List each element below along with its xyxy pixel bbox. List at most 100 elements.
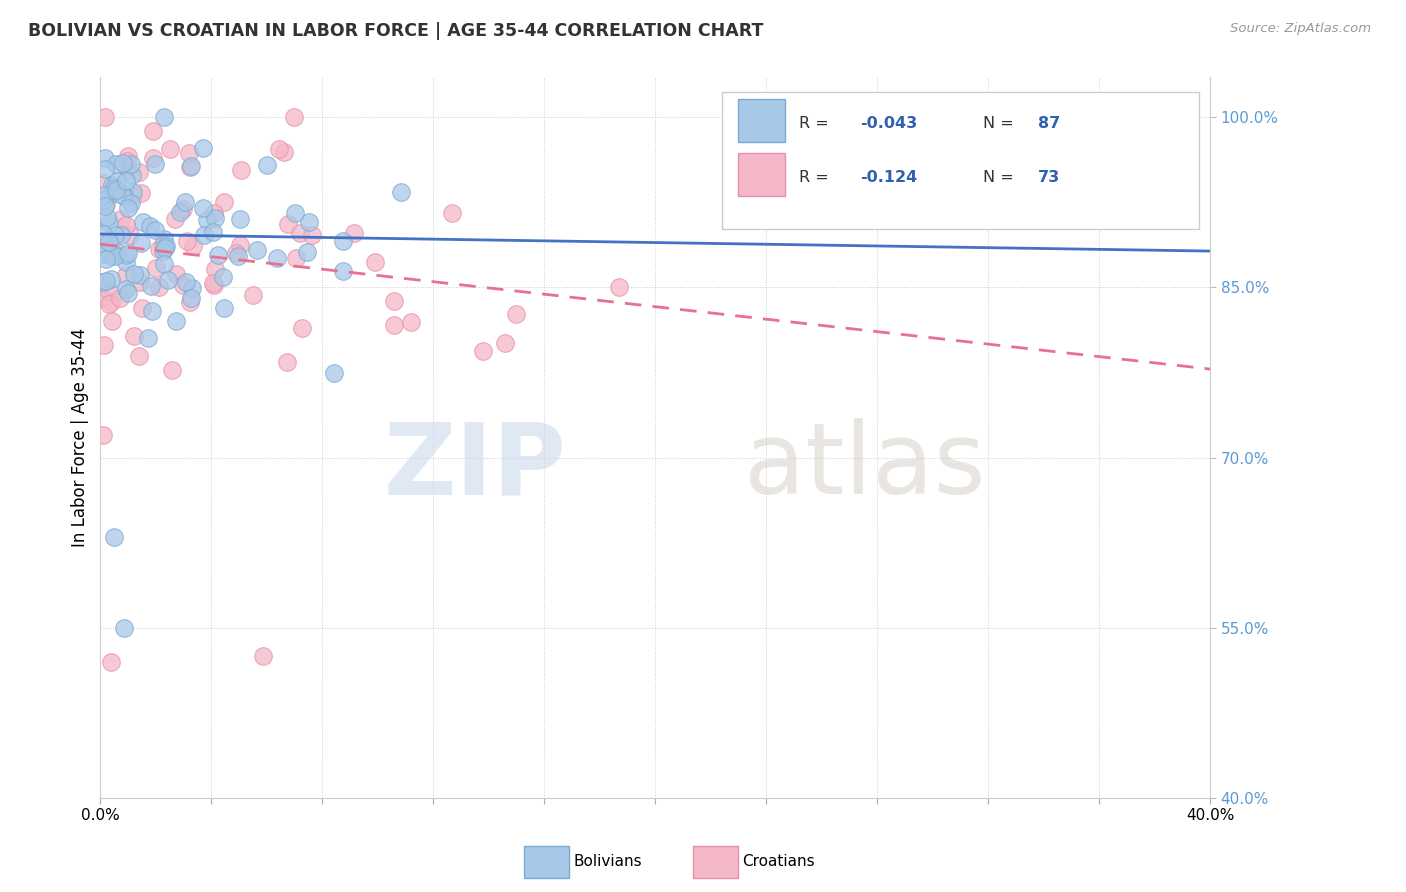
Point bbox=[252, 649, 274, 664]
Point bbox=[114, 254, 136, 268]
Point bbox=[104, 157, 127, 171]
Point bbox=[91, 176, 114, 190]
Text: R =: R = bbox=[800, 116, 834, 131]
Point bbox=[343, 226, 366, 240]
Point bbox=[298, 215, 321, 229]
Point bbox=[131, 214, 153, 228]
Point bbox=[98, 284, 121, 298]
Point bbox=[100, 249, 122, 263]
Text: N =: N = bbox=[983, 116, 1018, 131]
Point bbox=[174, 195, 197, 210]
Point bbox=[103, 249, 125, 263]
Text: BOLIVIAN VS CROATIAN IN LABOR FORCE | AGE 35-44 CORRELATION CHART: BOLIVIAN VS CROATIAN IN LABOR FORCE | AG… bbox=[28, 22, 763, 40]
Point bbox=[179, 295, 201, 310]
Point bbox=[110, 228, 132, 243]
Point bbox=[204, 262, 226, 277]
Point bbox=[101, 178, 124, 192]
Text: 73: 73 bbox=[1038, 169, 1060, 185]
Point bbox=[145, 261, 167, 276]
Point bbox=[112, 621, 135, 635]
Point bbox=[202, 277, 225, 292]
Point bbox=[441, 205, 464, 219]
Point bbox=[177, 145, 200, 160]
Point bbox=[505, 307, 527, 321]
Point bbox=[382, 293, 405, 308]
Y-axis label: In Labor Force | Age 35-44: In Labor Force | Age 35-44 bbox=[72, 328, 89, 548]
Text: -0.124: -0.124 bbox=[860, 169, 918, 185]
Text: Bolivians: Bolivians bbox=[574, 855, 643, 869]
Point bbox=[180, 281, 202, 295]
Point bbox=[114, 268, 136, 283]
Point bbox=[129, 236, 152, 251]
Point bbox=[389, 185, 412, 199]
Point bbox=[97, 235, 120, 250]
Point bbox=[141, 278, 163, 293]
Point bbox=[152, 232, 174, 246]
Point bbox=[141, 304, 163, 318]
Point bbox=[191, 201, 214, 215]
Point bbox=[142, 151, 165, 165]
FancyBboxPatch shape bbox=[721, 92, 1199, 228]
Point bbox=[108, 291, 131, 305]
Point bbox=[332, 234, 354, 248]
Point bbox=[91, 227, 114, 241]
Point bbox=[277, 217, 299, 231]
Point bbox=[128, 165, 150, 179]
Point bbox=[110, 211, 132, 226]
Point bbox=[100, 314, 122, 328]
Point bbox=[382, 318, 405, 333]
Point bbox=[98, 216, 121, 230]
Point bbox=[129, 186, 152, 201]
Text: Croatians: Croatians bbox=[742, 855, 815, 869]
Point bbox=[207, 247, 229, 261]
Point bbox=[112, 189, 135, 203]
FancyBboxPatch shape bbox=[738, 99, 785, 142]
Point bbox=[202, 206, 225, 220]
Point bbox=[117, 149, 139, 163]
Point bbox=[204, 211, 226, 226]
Point bbox=[276, 354, 298, 368]
Point bbox=[115, 282, 138, 296]
FancyBboxPatch shape bbox=[738, 153, 785, 196]
Point bbox=[124, 267, 146, 281]
Point bbox=[494, 335, 516, 350]
Point bbox=[117, 286, 139, 301]
Point bbox=[120, 157, 142, 171]
Point bbox=[94, 110, 117, 124]
Point bbox=[155, 241, 177, 255]
Point bbox=[273, 145, 295, 160]
Point bbox=[115, 174, 138, 188]
Point bbox=[229, 163, 252, 178]
Point bbox=[94, 162, 117, 177]
Point bbox=[159, 142, 181, 156]
Point bbox=[131, 301, 153, 315]
Point bbox=[142, 124, 165, 138]
Point bbox=[114, 247, 136, 261]
Point bbox=[266, 252, 288, 266]
Point bbox=[195, 212, 218, 227]
Point bbox=[93, 151, 115, 165]
Point bbox=[163, 212, 186, 227]
Point bbox=[100, 655, 122, 669]
Point bbox=[191, 141, 214, 155]
Point bbox=[111, 188, 134, 202]
Point bbox=[201, 277, 224, 291]
Point bbox=[174, 276, 197, 290]
Point bbox=[105, 174, 128, 188]
Point bbox=[363, 254, 385, 268]
Point bbox=[169, 205, 191, 219]
Point bbox=[284, 251, 307, 265]
Point bbox=[229, 238, 252, 252]
Point bbox=[136, 331, 159, 345]
Point bbox=[115, 219, 138, 233]
Point bbox=[399, 315, 422, 329]
Point bbox=[91, 428, 114, 442]
Point bbox=[148, 279, 170, 293]
Point bbox=[176, 234, 198, 248]
Point bbox=[181, 239, 204, 253]
Point bbox=[155, 239, 177, 253]
Text: R =: R = bbox=[800, 169, 834, 185]
Point bbox=[96, 242, 118, 256]
Point bbox=[301, 228, 323, 243]
Point bbox=[160, 362, 183, 376]
